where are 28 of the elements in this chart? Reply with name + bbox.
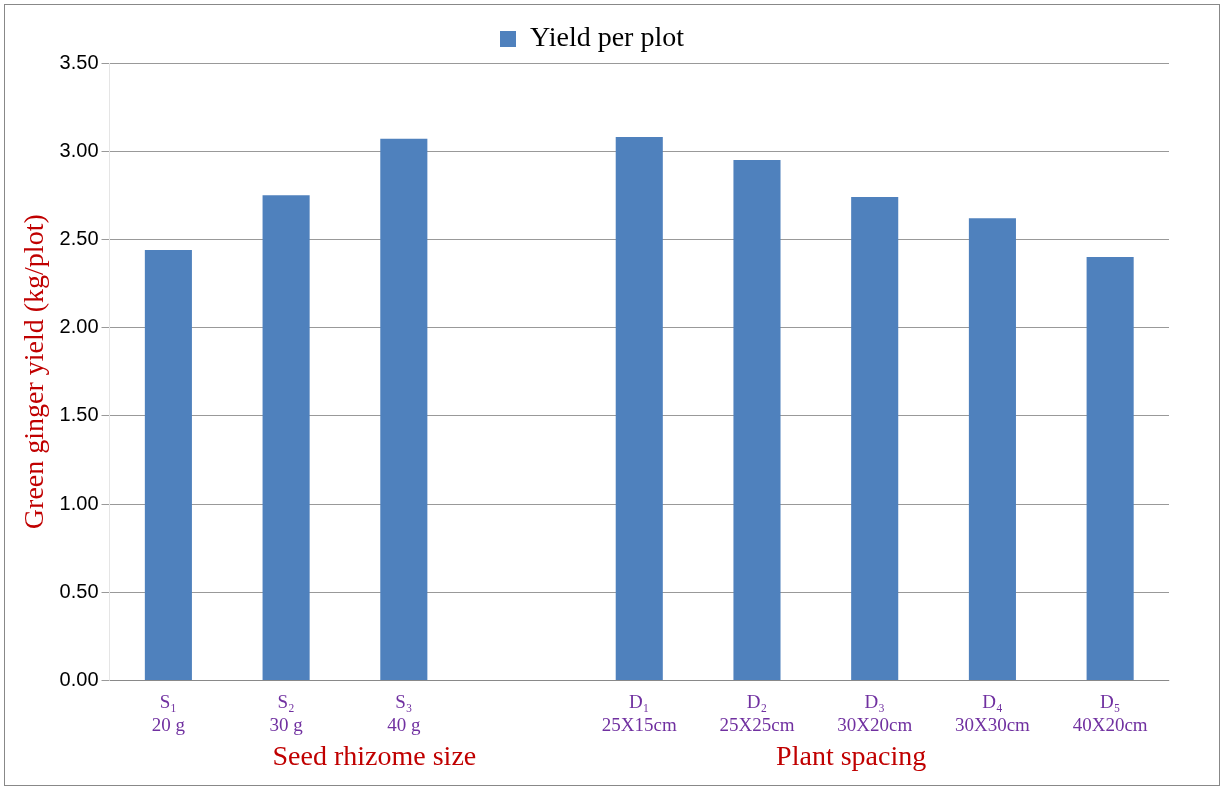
bar (262, 195, 310, 680)
y-tick-label: 0.00 (59, 667, 99, 690)
y-tick-label: 2.50 (59, 226, 99, 249)
y-tick-label: 3.50 (59, 50, 99, 73)
x-tick-label: D₄ 30X30cm (954, 690, 1031, 735)
y-tick-label: 1.00 (59, 491, 99, 514)
y-tick-label: 1.50 (59, 403, 99, 426)
bar (615, 137, 663, 680)
bar (733, 160, 781, 680)
x-tick-label: D₅ 40X20cm (1072, 690, 1148, 735)
y-tick-label: 0.50 (59, 579, 99, 602)
bar (144, 249, 192, 680)
bar (968, 218, 1016, 680)
y-tick-label: 3.00 (59, 138, 99, 161)
x-tick-label: S₃ 40 g (387, 690, 421, 735)
x-tick-label: D₁ 25X15cm (601, 690, 677, 735)
bar (851, 197, 899, 680)
x-tick-label: D₂ 25X25cm (719, 690, 795, 735)
x-tick-label: S₁ 20 g (151, 690, 186, 735)
text: Seed rhizome size (272, 740, 477, 772)
y-tick-label: 2.00 (59, 315, 99, 338)
text: Plant spacing (776, 740, 927, 772)
bar (1086, 257, 1134, 680)
x-tick-label: S₂ 30 g (269, 690, 304, 735)
legend-label: Yield per plot (530, 21, 685, 53)
x-tick-label: D₃ 30X20cm (837, 690, 913, 735)
bar (380, 138, 428, 680)
y-axis-title: Green ginger yield (kg/plot) (18, 214, 50, 530)
